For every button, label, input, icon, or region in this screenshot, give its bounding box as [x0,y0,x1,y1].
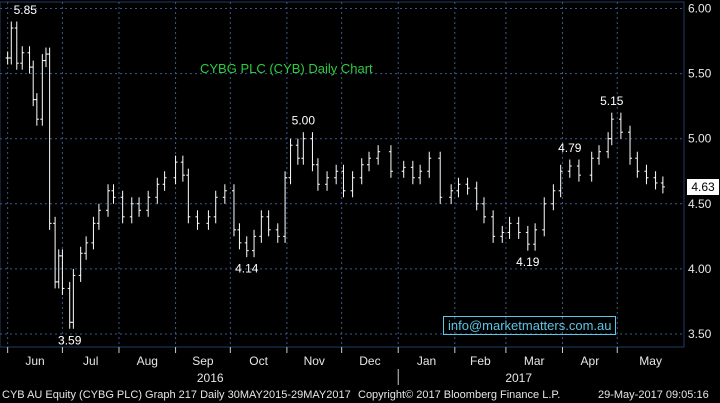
price-chart: 6.00 5.50 5.00 4.50 4.00 3.50 Jun Jul Aug Sep Oct N… [0,1,712,385]
x-month-label: Nov [304,354,325,368]
annotation-label: 4.14 [235,262,259,276]
annotation-label: 4.19 [516,255,540,269]
x-month-label: Feb [470,354,491,368]
x-month-label: Apr [581,354,600,368]
annotation-label: 5.85 [14,3,38,17]
footer-timestamp: 29-May-2017 09:05:16 [598,389,709,401]
x-month-label: Sep [192,354,214,368]
annotation-label: 3.59 [58,333,82,347]
x-month-label: May [639,354,662,368]
y-tick-label: 5.00 [688,132,712,146]
annotation-label: 5.15 [600,94,624,108]
annotation-label: 4.79 [558,141,582,155]
annotation-label: 5.00 [292,114,316,128]
x-month-label: Jul [83,354,98,368]
x-month-label: Jan [417,354,436,368]
y-tick-label: 6.00 [688,2,712,16]
x-month-label: Oct [249,354,268,368]
footer-copyright: Copyright© 2017 Bloomberg Finance L.P. [358,389,561,401]
x-year-label: 2016 [197,371,224,385]
x-month-label: Aug [137,354,158,368]
x-month-label: Mar [524,354,545,368]
x-year-label: 2017 [505,371,532,385]
y-tick-label: 5.50 [688,67,712,81]
footer-left: CYB AU Equity (CYBG PLC) Graph 217 Daily… [2,389,351,401]
y-tick-label: 4.50 [688,197,712,211]
x-month-label: Jun [25,354,44,368]
last-price-badge: 4.63 [687,179,719,195]
x-month-label: Dec [359,354,380,368]
footer-bar: CYB AU Equity (CYBG PLC) Graph 217 Daily… [0,387,720,403]
y-tick-label: 3.50 [688,327,712,341]
chart-title: CYBG PLC (CYB) Daily Chart [200,61,373,76]
watermark-email: info@marketmatters.com.au [443,316,617,335]
y-tick-label: 4.00 [688,262,712,276]
